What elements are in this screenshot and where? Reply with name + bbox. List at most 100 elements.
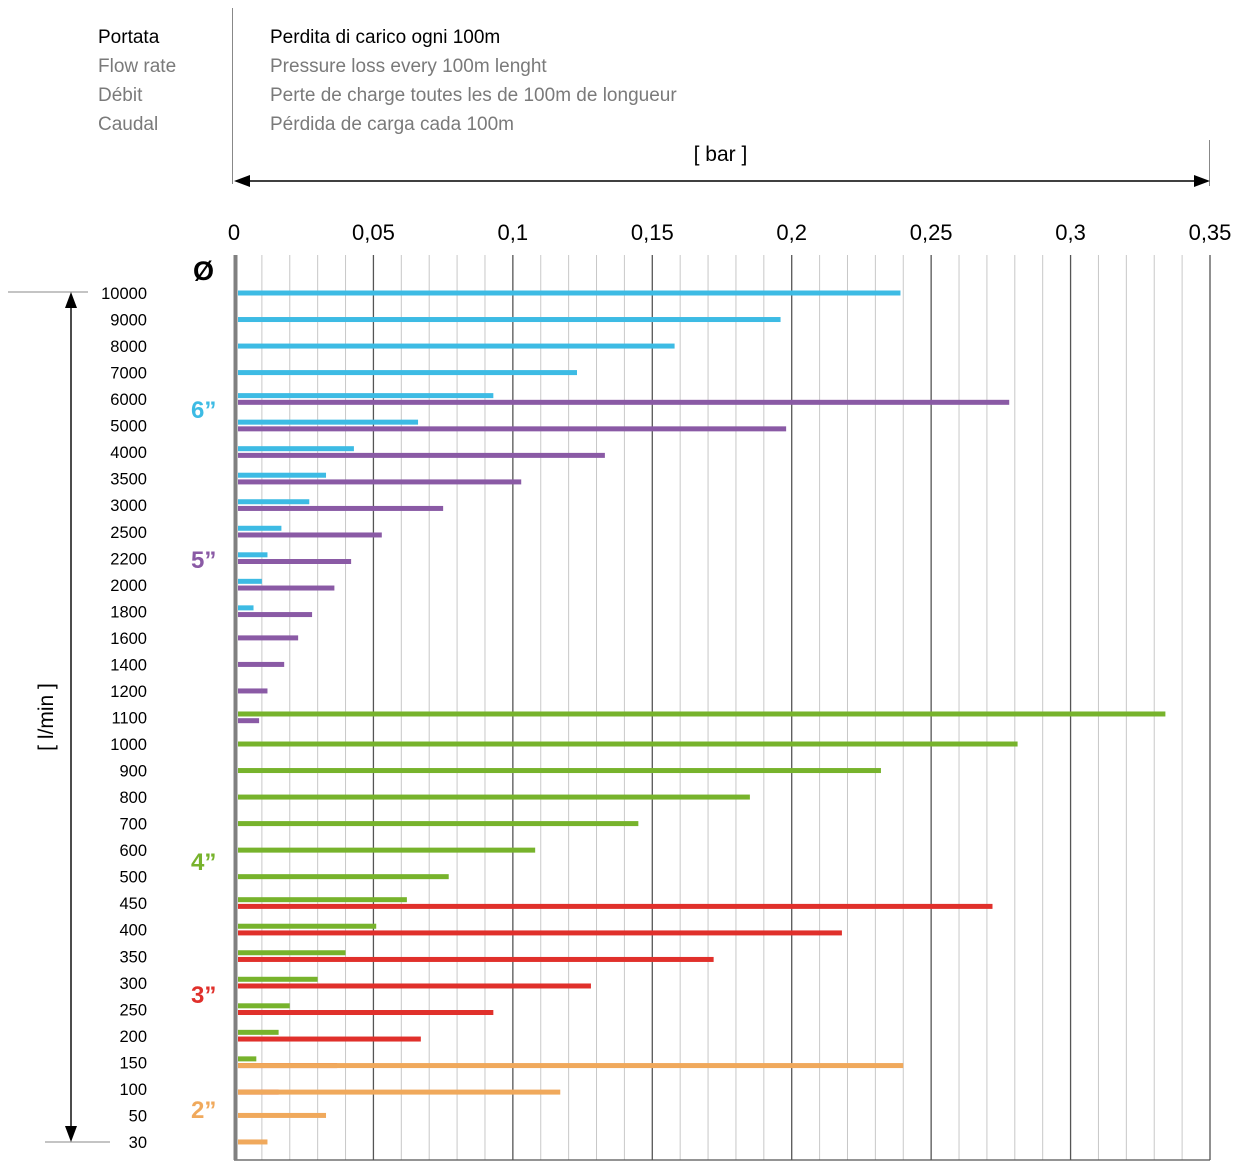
bar — [238, 1056, 257, 1062]
x-tick-label: 0,25 — [910, 220, 953, 245]
category-label: 800 — [119, 789, 147, 807]
bar — [238, 1112, 327, 1118]
x-tick-label: 0,3 — [1055, 220, 1086, 245]
diameter-label: 3” — [191, 982, 216, 1009]
category-label: 10000 — [101, 285, 147, 303]
diameter-label: 2” — [191, 1097, 216, 1124]
category-label: 2200 — [110, 550, 147, 568]
pressure-loss-title: Perdita di carico ogni 100m — [270, 27, 501, 48]
bar — [238, 343, 675, 349]
category-label: 4000 — [110, 444, 147, 462]
bar — [238, 1003, 290, 1009]
x-arrow-right-icon — [1194, 175, 1210, 187]
category-label: 100 — [119, 1081, 147, 1099]
pressure-loss-translation-fr: Perte de charge toutes les de 100m de lo… — [270, 85, 677, 106]
category-label: 300 — [119, 975, 147, 993]
x-tick-label: 0,05 — [352, 220, 395, 245]
bar — [238, 452, 605, 458]
y-arrow-up-icon — [65, 292, 77, 308]
grid-lines — [261, 255, 1211, 1160]
category-label: 2000 — [110, 577, 147, 595]
category-label: 600 — [119, 842, 147, 860]
bar — [238, 711, 1166, 717]
flow-rate-translation-es: Caudal — [98, 114, 159, 135]
bar — [238, 399, 1010, 405]
category-label: 1400 — [110, 656, 147, 674]
category-label: 6000 — [110, 391, 147, 409]
category-label: 500 — [119, 869, 147, 887]
x-tick-label: 0 — [228, 220, 240, 245]
bar — [238, 768, 881, 774]
category-label: 150 — [119, 1054, 147, 1072]
x-unit-label: [ bar ] — [693, 143, 748, 166]
x-tick-label: 0,1 — [498, 220, 529, 245]
bar — [238, 370, 577, 376]
category-label: 7000 — [110, 365, 147, 383]
bar — [238, 426, 787, 432]
bar — [238, 552, 268, 558]
bar — [238, 741, 1018, 747]
bar — [238, 1089, 561, 1095]
bar — [238, 950, 346, 956]
bar — [238, 446, 354, 452]
y-unit-label: [ l/min ] — [35, 683, 58, 751]
category-label: 1000 — [110, 736, 147, 754]
bar — [238, 419, 419, 425]
axes — [8, 175, 1210, 1161]
pressure-loss-translation-en: Pressure loss every 100m lenght — [270, 56, 547, 77]
header-divider — [232, 8, 233, 184]
category-label: 30 — [129, 1134, 147, 1152]
category-label: 350 — [119, 948, 147, 966]
bar — [238, 290, 901, 296]
category-label: 3500 — [110, 471, 147, 489]
x-arrow-left-icon — [234, 175, 250, 187]
flow-rate-title: Portata — [98, 27, 160, 48]
x-tick-label: 0,15 — [631, 220, 674, 245]
axis-labels: 0 0,05 0,1 0,15 0,2 0,25 0,3 0,35 10000 9000 8000 7… — [35, 220, 1231, 1152]
bar — [238, 499, 310, 505]
category-label: 250 — [119, 1001, 147, 1019]
diameter-label: 6” — [191, 397, 216, 424]
bar — [238, 930, 842, 936]
x-tick-label: 0,2 — [776, 220, 807, 245]
bar — [238, 1063, 904, 1069]
category-label: 450 — [119, 895, 147, 913]
category-label: 2500 — [110, 524, 147, 542]
bar — [238, 1036, 421, 1042]
category-label: 3000 — [110, 497, 147, 515]
bar — [238, 479, 522, 485]
category-label: 5000 — [110, 418, 147, 436]
bar — [238, 1010, 494, 1016]
diameter-label: 5” — [191, 547, 216, 574]
y-arrow-down-icon — [65, 1126, 77, 1142]
bar — [238, 1139, 268, 1145]
diameter-symbol: Ø — [193, 256, 214, 286]
bar — [238, 605, 254, 611]
category-label: 700 — [119, 816, 147, 834]
diameter-label: 4” — [191, 849, 216, 876]
bar — [238, 505, 444, 511]
bar — [238, 661, 285, 667]
pressure-loss-header: Perdita di carico ogni 100m Pressure los… — [270, 23, 677, 139]
bar — [238, 688, 268, 694]
category-label: 400 — [119, 922, 147, 940]
category-label: 900 — [119, 763, 147, 781]
bar — [238, 612, 313, 618]
bar — [238, 585, 335, 591]
category-label: 50 — [129, 1107, 147, 1125]
bar — [238, 472, 327, 478]
bar — [238, 821, 639, 827]
header-right-tick — [1209, 140, 1210, 186]
bar — [238, 923, 377, 929]
bar — [238, 847, 536, 853]
bar — [238, 525, 282, 531]
bar — [238, 897, 407, 903]
bar — [238, 903, 993, 909]
pressure-loss-translation-es: Pérdida de carga cada 100m — [270, 114, 514, 135]
bar — [238, 532, 382, 538]
bar — [238, 578, 262, 584]
category-label: 9000 — [110, 312, 147, 330]
flow-rate-translation-fr: Débit — [98, 85, 143, 106]
bar — [238, 1029, 279, 1035]
